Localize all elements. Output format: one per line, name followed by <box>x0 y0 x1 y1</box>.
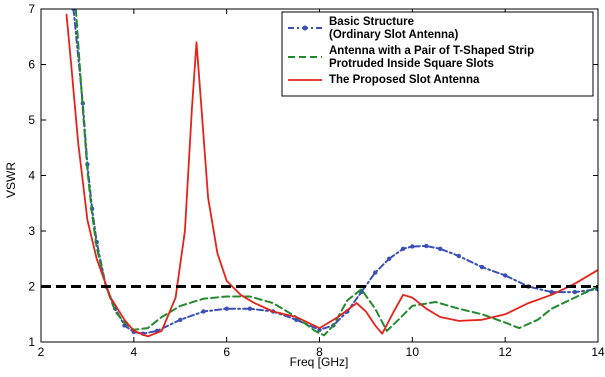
x-tick-label: 8 <box>316 345 323 359</box>
y-tick-label: 2 <box>28 280 35 294</box>
y-tick-label: 3 <box>28 224 35 238</box>
series-0-point <box>317 327 322 332</box>
series-0-point <box>247 306 253 311</box>
series-0-point <box>410 244 415 249</box>
series-0-point <box>503 273 508 278</box>
legend-label: Basic Structure <box>329 16 414 28</box>
x-tick-label: 4 <box>130 345 137 359</box>
legend: Basic Structure(Ordinary Slot Antenna) An… <box>281 11 594 97</box>
series-0-point <box>224 306 229 311</box>
y-axis-label: VSWR <box>4 162 18 198</box>
x-tick-label: 6 <box>223 345 230 359</box>
x-tick-label: 14 <box>591 345 605 359</box>
x-tick-label: 12 <box>498 345 512 359</box>
legend-box <box>281 11 594 97</box>
legend-label: Protruded Inside Square Slots <box>329 58 494 70</box>
y-tick-label: 4 <box>28 169 35 183</box>
y-tick-label: 6 <box>28 58 35 72</box>
legend-label: Antenna with a Pair of T-Shaped Strip <box>329 45 534 57</box>
series-0-point <box>456 253 461 259</box>
x-axis-label: Freq [GHz] <box>290 355 349 369</box>
y-tick-label: 5 <box>28 113 35 127</box>
series-0-point <box>71 9 76 12</box>
x-tick-label: 2 <box>38 345 45 359</box>
legend-label: The Proposed Slot Antenna <box>329 74 480 86</box>
series-0-point <box>549 289 554 295</box>
legend-label: (Ordinary Slot Antenna) <box>329 29 458 41</box>
series-0-point <box>438 246 443 251</box>
y-tick-label: 1 <box>28 335 35 349</box>
series-0-point <box>386 256 392 261</box>
series-0-point <box>479 264 485 270</box>
series-0-point <box>201 309 206 314</box>
series-0-point <box>178 317 183 322</box>
plot-layer <box>41 9 598 338</box>
series-0-point <box>373 270 378 275</box>
series-0-point <box>400 246 406 251</box>
legend-marker <box>302 25 308 31</box>
y-tick-label: 7 <box>28 2 35 16</box>
series-line-2 <box>65 13 598 338</box>
series-0-point <box>572 289 577 295</box>
series-group <box>65 9 598 338</box>
x-tick-label: 10 <box>406 345 420 359</box>
series-0-point <box>424 243 429 249</box>
